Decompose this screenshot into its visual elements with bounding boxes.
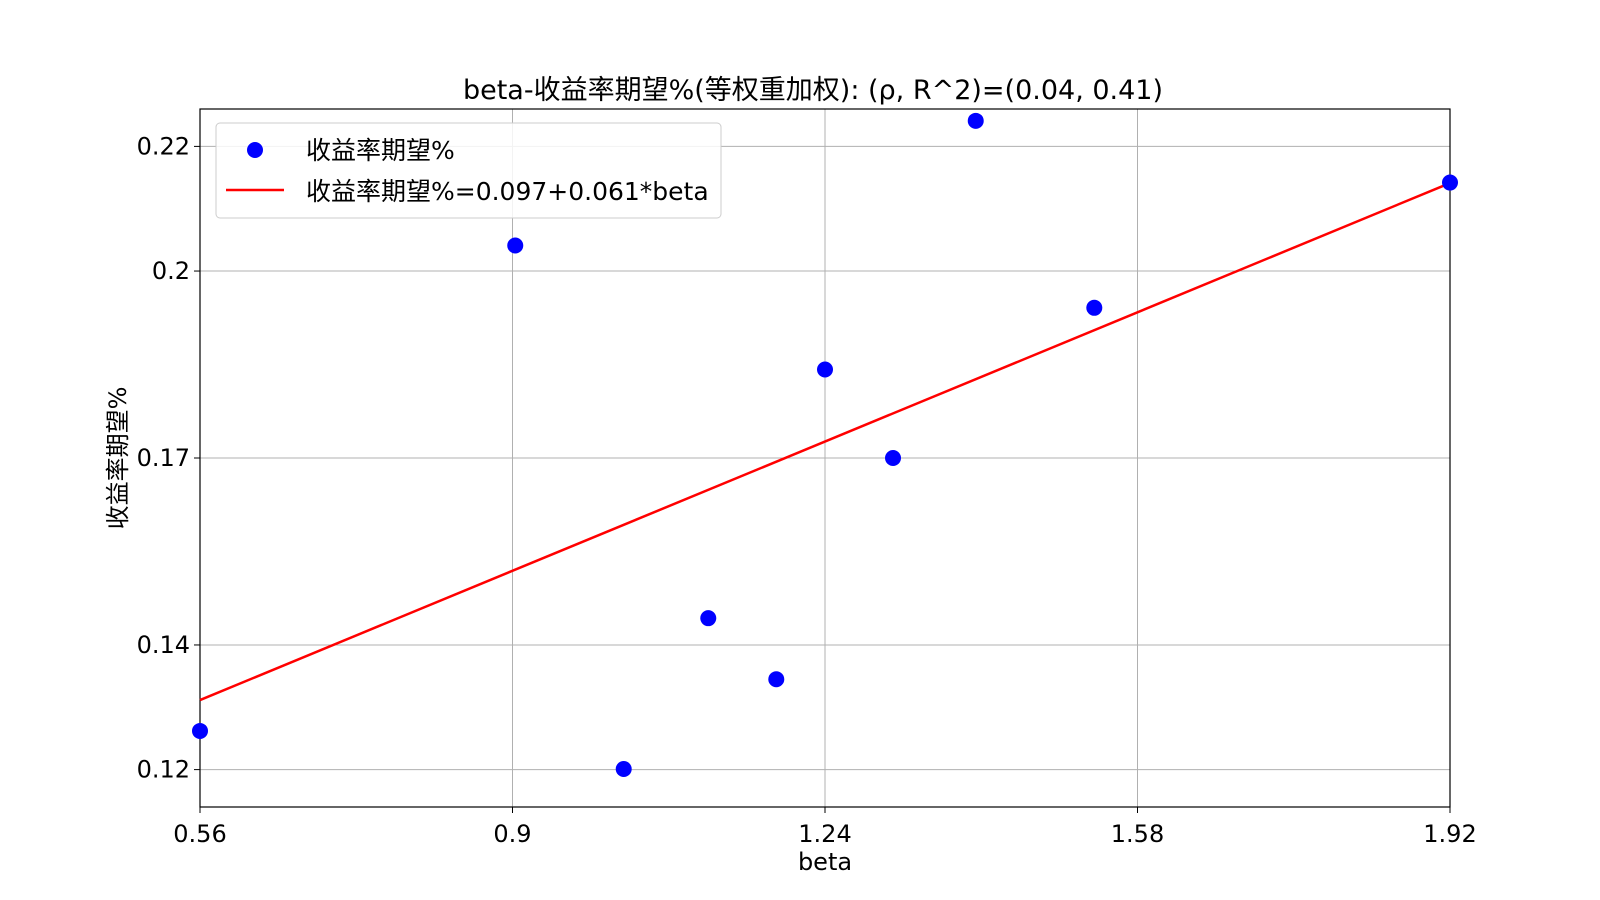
data-point-8 [1086, 299, 1103, 316]
data-point-9 [1442, 174, 1458, 191]
chart-title: beta-收益率期望%(等权重加权): (ρ, R^2)=(0.04, 0.41… [463, 75, 1163, 106]
data-point-0 [192, 722, 208, 739]
y-tick-label-3: 0.2 [152, 257, 190, 285]
y-tick-label-4: 0.22 [137, 132, 190, 160]
legend-box [215, 122, 722, 219]
x-tick-label-3: 1.58 [1111, 820, 1164, 848]
x-tick-label-0: 0.56 [173, 820, 226, 848]
data-marks [192, 112, 1458, 777]
x-axis-label: beta [798, 848, 852, 876]
x-axis: 0.56 0.9 1.24 1.58 1.92 [173, 807, 1477, 848]
regression-line [199, 181, 1451, 702]
data-point-4 [768, 671, 785, 688]
data-point-1 [507, 237, 524, 254]
data-point-2 [615, 760, 632, 777]
legend: 收益率期望% 收益率期望%=0.097+0.061*beta [215, 122, 722, 219]
x-tick-label-2: 1.24 [798, 820, 851, 848]
x-tick-label-1: 0.9 [493, 820, 531, 848]
data-point-7 [967, 112, 984, 129]
y-axis: 0.12 0.14 0.17 0.2 0.22 [137, 132, 200, 784]
legend-scatter-marker [247, 142, 263, 158]
y-tick-label-0: 0.12 [137, 756, 190, 784]
y-tick-label-1: 0.14 [137, 631, 190, 659]
data-point-3 [700, 610, 717, 627]
legend-entry-scatter: 收益率期望% [306, 136, 455, 165]
data-point-6 [885, 450, 902, 466]
x-tick-label-4: 1.92 [1423, 820, 1476, 848]
y-tick-label-2: 0.17 [137, 444, 190, 472]
y-axis-label: 收益率期望% [104, 387, 132, 530]
legend-entry-regression: 收益率期望%=0.097+0.061*beta [306, 177, 709, 206]
data-point-5 [817, 361, 833, 378]
